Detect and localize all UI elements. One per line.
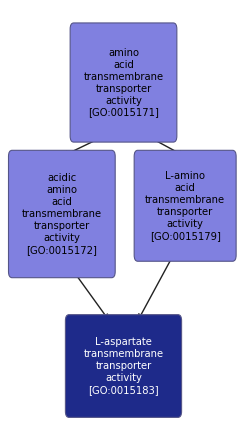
Text: amino
acid
transmembrane
transporter
activity
[GO:0015171]: amino acid transmembrane transporter act… — [83, 48, 164, 118]
Text: L-aspartate
transmembrane
transporter
activity
[GO:0015183]: L-aspartate transmembrane transporter ac… — [83, 337, 164, 395]
FancyBboxPatch shape — [8, 150, 115, 278]
Text: acidic
amino
acid
transmembrane
transporter
activity
[GO:0015172]: acidic amino acid transmembrane transpor… — [22, 173, 102, 255]
FancyBboxPatch shape — [134, 150, 236, 261]
Text: L-amino
acid
transmembrane
transporter
activity
[GO:0015179]: L-amino acid transmembrane transporter a… — [145, 171, 225, 241]
FancyBboxPatch shape — [65, 315, 182, 417]
FancyBboxPatch shape — [70, 23, 177, 142]
